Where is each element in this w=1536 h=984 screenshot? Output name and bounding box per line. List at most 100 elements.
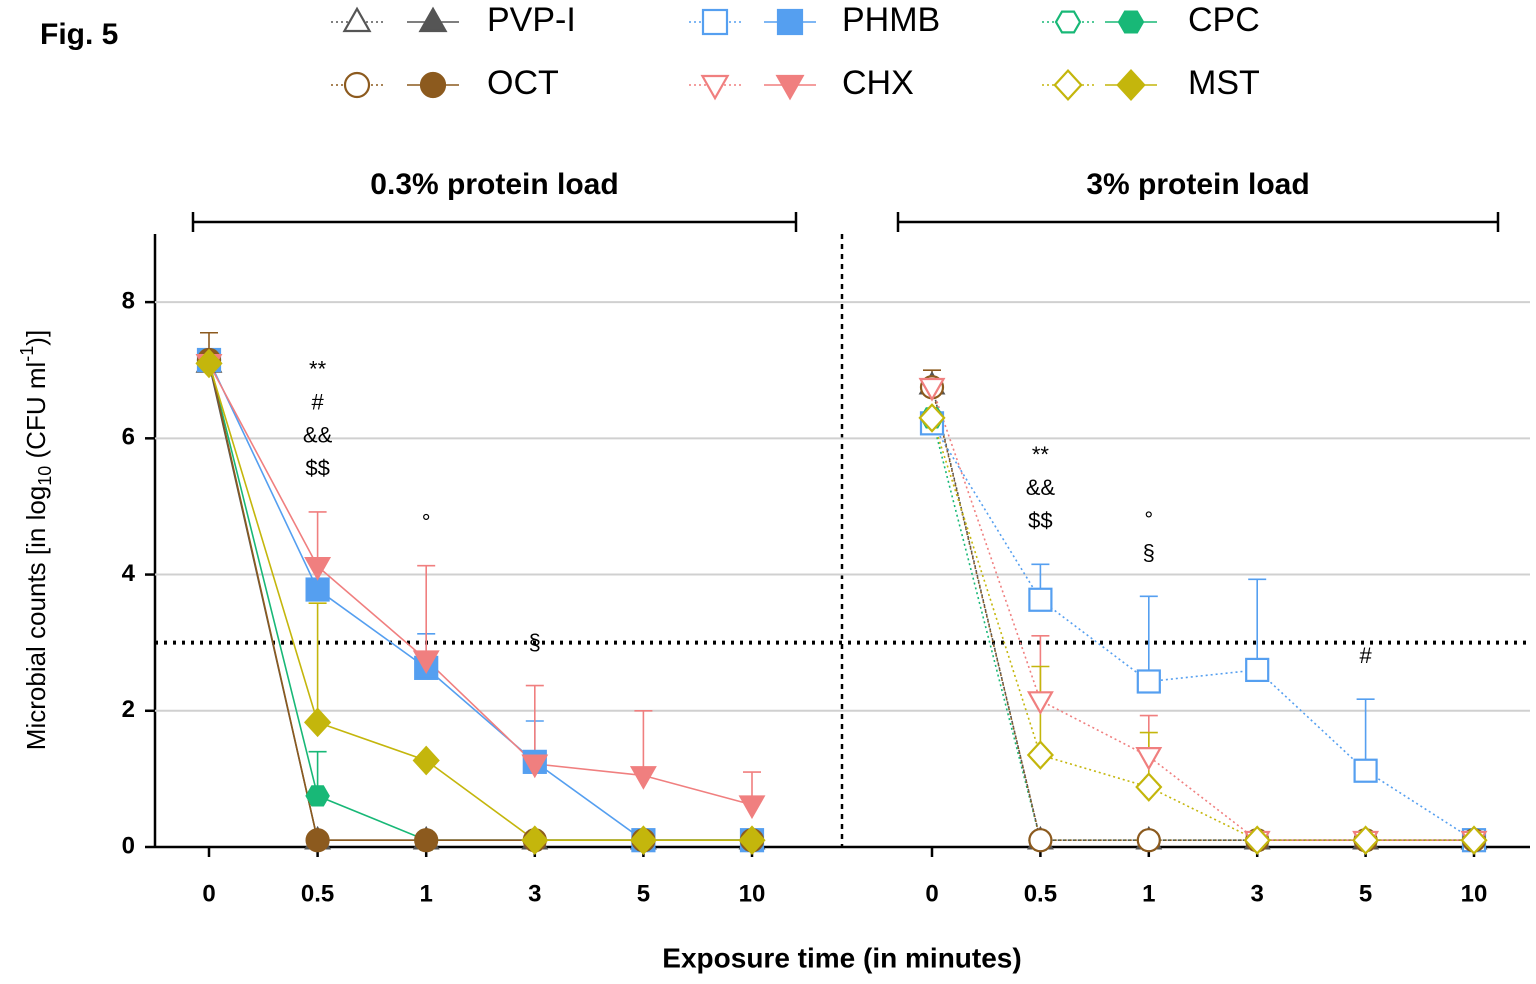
y-tick-label: 0 (122, 832, 135, 859)
marker (738, 825, 766, 856)
x-tick-label: 0 (202, 880, 215, 907)
y-axis-label: Microbial counts [in log10 (CFU ml-1)] (17, 330, 55, 750)
marker (1053, 68, 1083, 102)
series-line (208, 363, 752, 841)
figure-title: Fig. 5 (40, 18, 118, 51)
legend-item: OCT (331, 64, 559, 102)
marker (776, 8, 804, 36)
x-tick-label: 3 (1251, 880, 1264, 907)
marker (1243, 825, 1271, 856)
x-axis-label: Exposure time (in minutes) (662, 942, 1021, 973)
marker (304, 557, 332, 581)
significance-mark: $$ (1028, 508, 1052, 533)
marker (412, 650, 440, 675)
y-label-sup: -1 (17, 346, 37, 362)
y-tick-label: 4 (122, 560, 136, 587)
marker (1117, 10, 1145, 34)
marker (1135, 772, 1163, 802)
marker (1028, 587, 1053, 612)
series-line (931, 417, 1474, 841)
y-tick-label: 2 (122, 696, 135, 723)
marker (1116, 68, 1146, 102)
significance-mark: § (529, 629, 541, 654)
series-line (208, 359, 752, 841)
error-bar (634, 709, 653, 776)
marker (195, 348, 223, 379)
error-bar (1139, 595, 1158, 682)
x-tick-label: 0.5 (301, 880, 334, 907)
series-line (208, 363, 752, 841)
marker (1136, 669, 1161, 694)
x-tick-label: 3 (528, 880, 541, 907)
marker (304, 707, 332, 738)
legend-label: CHX (842, 64, 914, 102)
x-tick-label: 1 (1142, 880, 1155, 907)
x-tick-label: 5 (1359, 880, 1372, 907)
x-tick-label: 0 (925, 880, 938, 907)
marker (1028, 828, 1053, 853)
series-line (931, 386, 1474, 841)
marker (1352, 825, 1380, 856)
y-label-part: )] (21, 330, 51, 346)
marker (1026, 740, 1054, 770)
marker (701, 8, 729, 36)
marker (1353, 758, 1378, 783)
legend-item: CHX (689, 64, 914, 102)
marker (1135, 747, 1163, 771)
significance-mark: $$ (305, 456, 329, 481)
error-bar (1248, 578, 1267, 670)
significance-mark: § (1143, 540, 1155, 565)
marker (305, 577, 330, 602)
x-tick-label: 10 (1461, 880, 1488, 907)
marker (521, 754, 549, 779)
legend-label: CPC (1188, 1, 1260, 39)
x-tick-label: 0.5 (1024, 880, 1057, 907)
marker (700, 74, 730, 101)
series-line (931, 417, 1474, 841)
significance-mark: && (1026, 475, 1056, 500)
x-tick-label: 1 (420, 880, 433, 907)
marker (412, 745, 440, 776)
marker (305, 828, 330, 853)
legend-label: PHMB (842, 1, 940, 39)
x-tick-label: 10 (739, 880, 766, 907)
significance-mark: # (311, 390, 324, 415)
marker (738, 795, 766, 820)
marker (521, 825, 549, 856)
y-label-sub: 10 (35, 466, 55, 486)
marker (1026, 691, 1054, 715)
marker (1245, 657, 1270, 683)
y-tick-label: 6 (122, 424, 135, 451)
marker (414, 828, 439, 853)
series-line (931, 387, 1474, 841)
marker (418, 6, 448, 33)
marker (1136, 828, 1161, 853)
x-tick-label: 5 (637, 880, 650, 907)
y-label-part: (CFU ml (21, 362, 51, 466)
series-line (931, 385, 1474, 841)
marker (342, 6, 372, 33)
series-line (208, 363, 753, 806)
marker (343, 71, 371, 99)
marker (629, 825, 657, 856)
panel-label: 0.3% protein load (370, 168, 618, 201)
error-bar (308, 602, 327, 723)
series-line (208, 359, 752, 841)
legend-item: CPC (1042, 1, 1260, 39)
legend-label: OCT (487, 64, 559, 102)
error-bar (417, 564, 436, 660)
legend-label: MST (1188, 64, 1260, 102)
legend-item: MST (1042, 64, 1260, 102)
significance-mark: ° (1144, 507, 1153, 532)
marker (775, 74, 805, 101)
legend-item: PVP-I (331, 1, 576, 39)
significance-mark: && (303, 423, 333, 448)
marker (419, 71, 447, 99)
significance-mark: ** (309, 357, 327, 382)
marker (1054, 10, 1082, 34)
significance-mark: ° (422, 510, 431, 535)
y-label-part: Microbial counts [in log (21, 486, 51, 750)
series-line (931, 422, 1475, 841)
marker (629, 766, 657, 790)
